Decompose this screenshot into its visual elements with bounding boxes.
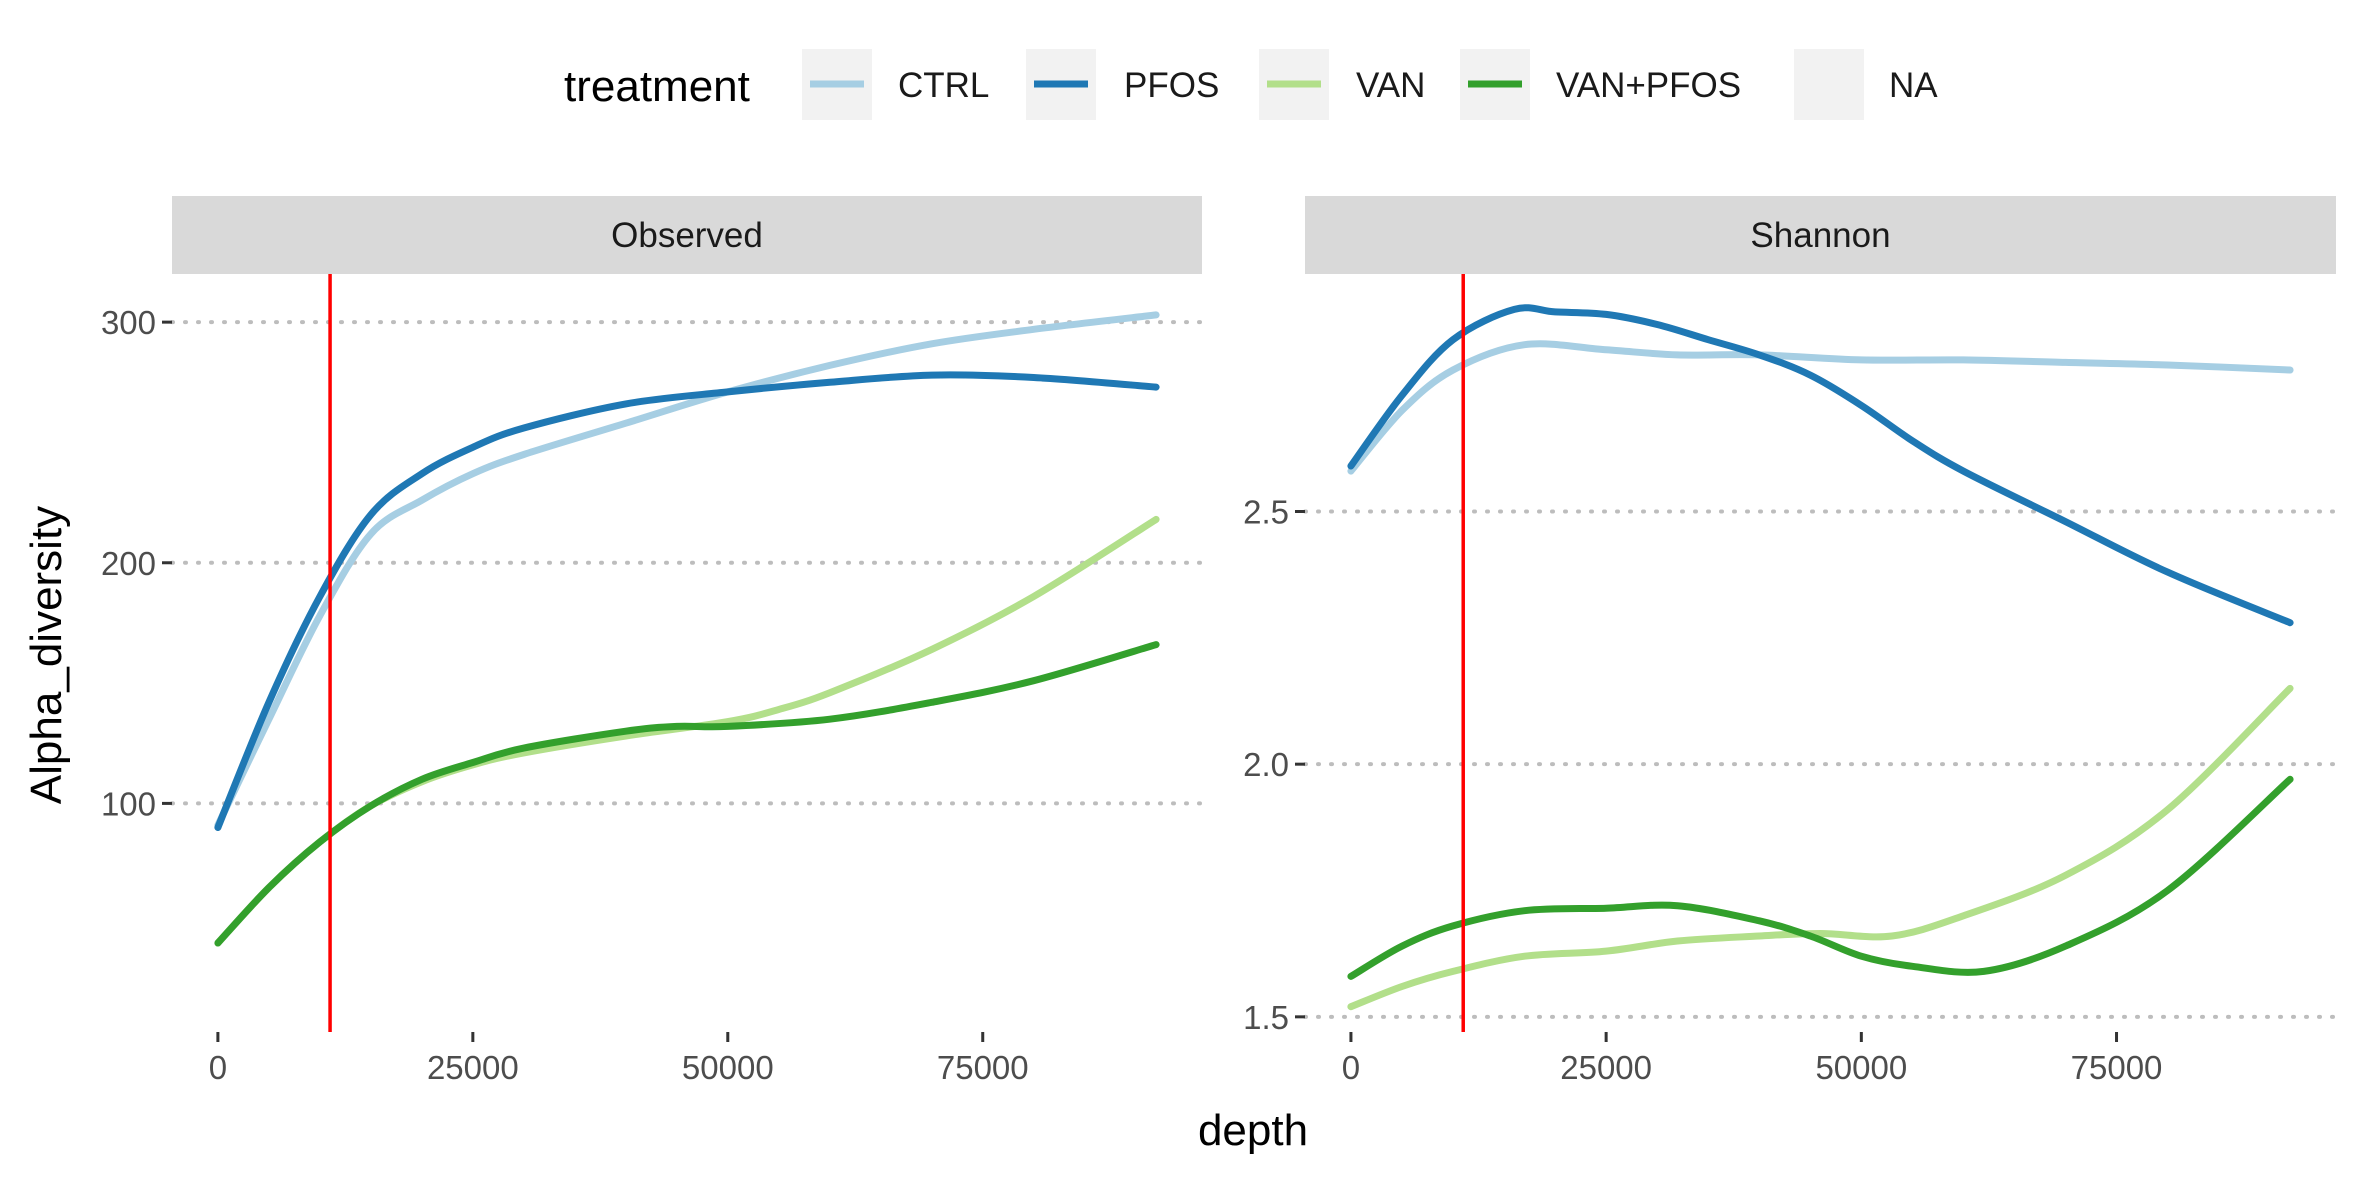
x-tick-label: 0 [209, 1049, 227, 1086]
x-tick-label: 50000 [682, 1049, 774, 1086]
x-axis-title: depth [1198, 1106, 1308, 1155]
x-tick-label: 25000 [1560, 1049, 1652, 1086]
x-tick-label: 0 [1342, 1049, 1360, 1086]
legend-item-van: VAN [1259, 49, 1425, 120]
panel-shannon: Shannon 1.5 2.0 2.5 0 25000 50000 75000 [1243, 196, 2338, 1086]
y-tick-label: 100 [101, 785, 156, 822]
legend-item-ctrl: CTRL [802, 49, 989, 120]
y-tick-label: 2.0 [1243, 746, 1289, 783]
x-tick-label: 50000 [1815, 1049, 1907, 1086]
series-line-van [1347, 684, 2294, 1011]
strip-label-shannon: Shannon [1750, 216, 1890, 255]
y-tick-label: 300 [101, 304, 156, 341]
legend: treatment CTRL PFOS VAN VAN+PFOS NA [564, 49, 1938, 120]
y-axis-title: Alpha_diversity [22, 506, 71, 804]
panel-observed: Observed 100 200 300 0 25000 50000 75000 [101, 196, 1204, 1086]
series-line-van-pfos [214, 641, 1160, 947]
legend-label-na: NA [1889, 66, 1938, 105]
x-tick-label: 75000 [2071, 1049, 2163, 1086]
series-line-pfos [214, 371, 1160, 831]
strip-label-observed: Observed [611, 216, 763, 255]
legend-label-van-pfos: VAN+PFOS [1556, 66, 1741, 105]
legend-item-pfos: PFOS [1026, 49, 1219, 120]
legend-item-na: NA [1794, 49, 1938, 120]
legend-title: treatment [564, 62, 750, 111]
strip-shannon [1305, 196, 2336, 274]
legend-label-pfos: PFOS [1124, 66, 1219, 105]
x-tick-label: 25000 [427, 1049, 519, 1086]
series-line-van-pfos [1347, 775, 2294, 980]
legend-label-van: VAN [1356, 66, 1425, 105]
y-tick-label: 2.5 [1243, 494, 1289, 531]
legend-label-ctrl: CTRL [898, 66, 989, 105]
legend-key-na [1794, 49, 1864, 120]
series-line-ctrl [1347, 340, 2294, 475]
legend-item-van-pfos: VAN+PFOS [1460, 49, 1741, 120]
series-line-ctrl [214, 311, 1160, 829]
series-line-pfos [1347, 304, 2294, 627]
x-tick-label: 75000 [937, 1049, 1029, 1086]
y-tick-label: 200 [101, 545, 156, 582]
series-line-van [214, 515, 1160, 947]
y-tick-label: 1.5 [1243, 999, 1289, 1036]
strip-observed [172, 196, 1202, 274]
